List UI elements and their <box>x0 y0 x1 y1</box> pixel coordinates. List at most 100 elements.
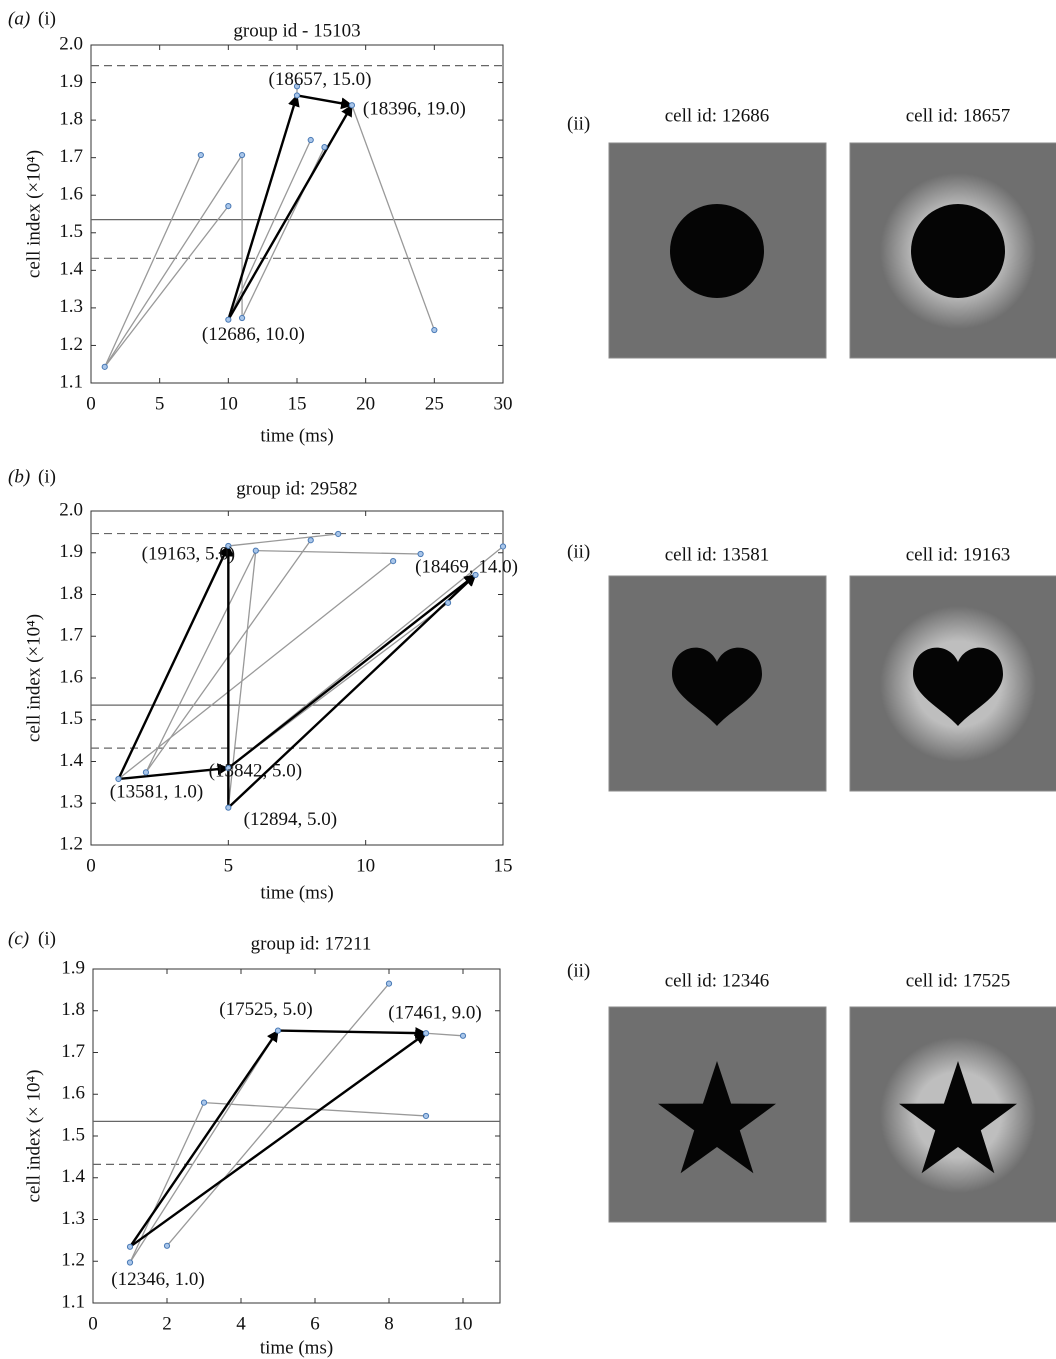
y-tick-label: 1.7 <box>61 1041 85 1062</box>
x-tick-label: 25 <box>425 393 444 414</box>
y-tick-label: 1.1 <box>61 1291 85 1312</box>
x-tick-label: 10 <box>454 1313 473 1334</box>
y-tick-label: 1.3 <box>61 1208 85 1229</box>
link <box>256 551 421 554</box>
point <box>239 315 244 320</box>
panel-part: (ii) <box>567 541 590 562</box>
arrow <box>228 95 297 319</box>
x-tick-label: 0 <box>86 855 96 876</box>
annotation: (17461, 9.0) <box>388 1003 481 1024</box>
arrow <box>297 95 352 105</box>
point <box>391 559 396 564</box>
point <box>226 805 231 810</box>
y-tick-label: 1.3 <box>59 296 83 317</box>
image-title: cell id: 12686 <box>665 105 769 126</box>
chart-title: group id: 29582 <box>236 478 357 499</box>
link <box>426 1033 463 1036</box>
panel-label: (c) <box>8 928 29 949</box>
point <box>143 770 148 775</box>
y-tick-label: 1.6 <box>59 184 83 205</box>
point <box>275 1028 280 1033</box>
y-tick-label: 2.0 <box>59 33 83 54</box>
point <box>226 204 231 209</box>
chart-title: group id - 15103 <box>233 20 360 41</box>
arrow <box>228 105 352 319</box>
panel-label: (b) <box>8 466 30 487</box>
point <box>226 317 231 322</box>
annotation: (13842, 5.0) <box>209 760 302 781</box>
panel-part: (ii) <box>567 960 590 981</box>
link <box>228 140 310 320</box>
y-tick-label: 1.2 <box>61 1250 85 1271</box>
link <box>352 105 434 330</box>
y-tick-label: 1.9 <box>61 957 85 978</box>
x-tick-label: 0 <box>86 393 96 414</box>
annotation: (12894, 5.0) <box>244 809 337 830</box>
shape <box>670 204 764 298</box>
x-tick-label: 8 <box>384 1313 394 1334</box>
point <box>386 981 391 986</box>
annotation: (19163, 5.0) <box>142 543 235 564</box>
link <box>167 984 389 1246</box>
point <box>322 145 327 150</box>
image-row <box>609 143 1056 358</box>
y-tick-label: 1.2 <box>59 833 83 854</box>
x-tick-label: 4 <box>236 1313 246 1334</box>
link <box>146 551 256 773</box>
y-tick-label: 1.6 <box>61 1083 85 1104</box>
image-row <box>609 1007 1056 1222</box>
annotation: (18657, 15.0) <box>269 69 372 90</box>
y-tick-label: 1.4 <box>61 1166 85 1187</box>
y-tick-label: 1.3 <box>59 792 83 813</box>
point <box>423 1113 428 1118</box>
x-tick-label: 20 <box>356 393 375 414</box>
y-tick-label: 1.2 <box>59 334 83 355</box>
x-tick-label: 5 <box>155 393 165 414</box>
x-tick-label: 0 <box>88 1313 98 1334</box>
x-tick-label: 2 <box>162 1313 172 1334</box>
y-tick-label: 1.5 <box>59 221 83 242</box>
point <box>460 1033 465 1038</box>
shape <box>911 204 1005 298</box>
panel-part: (ii) <box>567 113 590 134</box>
y-tick-label: 1.4 <box>59 750 83 771</box>
image-title: cell id: 13581 <box>665 544 769 565</box>
y-tick-label: 2.0 <box>59 499 83 520</box>
x-axis-label: time (ms) <box>260 425 333 446</box>
figure: (a) (i) (ii) cell id: 12686 cell id: 18657 (b… <box>0 0 1056 1359</box>
y-axis-label: cell index (× 10⁴) <box>23 1070 44 1203</box>
y-axis-label: cell index (×10⁴) <box>23 150 44 278</box>
point <box>164 1243 169 1248</box>
point <box>308 538 313 543</box>
point <box>127 1244 132 1249</box>
point <box>308 137 313 142</box>
point <box>201 1100 206 1105</box>
point <box>336 531 341 536</box>
x-axis-label: time (ms) <box>260 882 333 903</box>
annotation: (13581, 1.0) <box>110 781 203 802</box>
annotation: (17525, 5.0) <box>219 999 312 1020</box>
point <box>500 544 505 549</box>
image-title: cell id: 12346 <box>665 970 769 991</box>
panel-part: (i) <box>38 928 56 949</box>
point <box>445 600 450 605</box>
x-tick-label: 10 <box>219 393 238 414</box>
y-tick-label: 1.6 <box>59 666 83 687</box>
x-tick-label: 6 <box>310 1313 320 1334</box>
link <box>130 1031 278 1263</box>
y-tick-label: 1.9 <box>59 71 83 92</box>
image-row <box>609 576 1056 791</box>
y-tick-label: 1.4 <box>59 259 83 280</box>
link <box>228 534 338 546</box>
point <box>102 364 107 369</box>
y-tick-label: 1.8 <box>59 108 83 129</box>
annotation: (12346, 1.0) <box>111 1269 204 1290</box>
image-title: cell id: 18657 <box>906 105 1010 126</box>
point <box>127 1260 132 1265</box>
y-tick-label: 1.7 <box>59 625 83 646</box>
panel-label: (a) <box>8 8 30 29</box>
point <box>239 152 244 157</box>
x-tick-label: 5 <box>224 855 234 876</box>
annotation: (18396, 19.0) <box>363 99 466 120</box>
point <box>294 93 299 98</box>
